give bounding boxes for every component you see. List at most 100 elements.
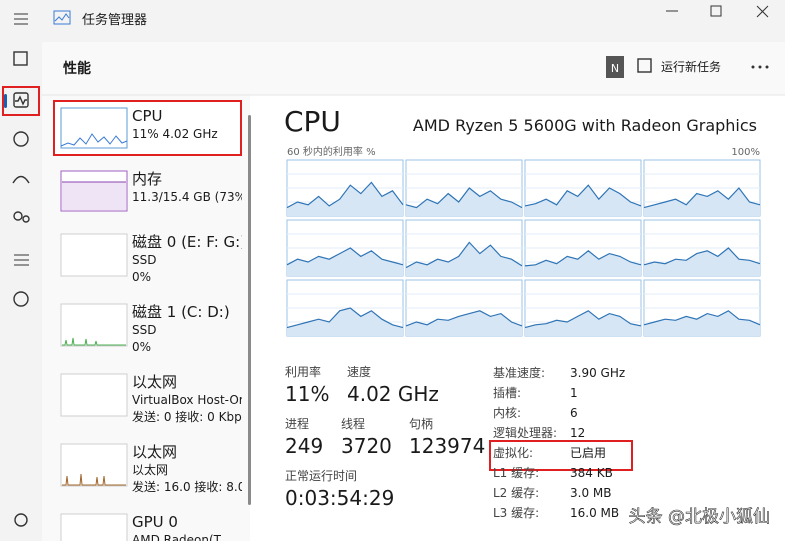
item-name: GPU 0: [132, 513, 178, 531]
graph-area: [406, 188, 522, 216]
item-detail: 11% 4.02 GHz: [132, 127, 218, 141]
stats: 利用率 11% 速度 4.02 GHz 进程 249 线程 3720 句柄 123974 正常运行时…: [285, 364, 485, 510]
active-indicator: [4, 94, 7, 108]
stat-label: 速度: [347, 364, 371, 379]
run-task-icon[interactable]: [637, 58, 652, 73]
section-title: 性能: [63, 60, 91, 77]
item-name: 以太网: [132, 373, 177, 391]
spec-label: L3 缓存:: [493, 506, 539, 520]
services-icon[interactable]: [13, 291, 29, 307]
run-task-button[interactable]: 运行新任务: [661, 59, 721, 74]
disk0-thumb: [60, 233, 128, 277]
sidebar: CPU 11% 4.02 GHz 内存 11.3/15.4 GB (73%) 磁盘 0 …: [132, 107, 251, 541]
app-icon: [53, 10, 71, 25]
item-name: 以太网: [132, 443, 177, 461]
item-name: 内存: [132, 170, 162, 188]
spec-label: 虚拟化:: [493, 446, 533, 460]
graph-max-label: 100%: [731, 147, 760, 158]
spec-value: 已启用: [570, 446, 606, 460]
stat-label: 线程: [341, 416, 365, 431]
stat-value: 0:03:54:29: [285, 486, 394, 510]
graph-area: [287, 182, 403, 216]
spec-label: 内核:: [493, 406, 521, 420]
cpu-thumb: [60, 107, 128, 149]
graph-area: [287, 308, 403, 336]
graph-line: [405, 241, 523, 269]
graph-line: [286, 181, 404, 209]
item-detail: 0%: [132, 340, 151, 354]
spec-label: L2 缓存:: [493, 486, 539, 500]
stat-label: 利用率: [285, 364, 321, 379]
item-name: 磁盘 0 (E: F: G:): [132, 233, 246, 251]
user-initial: N: [611, 62, 619, 75]
stat-value: 4.02 GHz: [347, 382, 439, 406]
graph-line: [643, 187, 761, 209]
scrollbar[interactable]: [248, 115, 251, 505]
graph-area: [406, 242, 522, 276]
disk1-thumb: [60, 303, 128, 347]
graph-area: [644, 310, 760, 336]
spec-label: 基准速度:: [493, 365, 545, 380]
item-detail: VirtualBox Host-Or: [132, 393, 244, 407]
item-detail: 0%: [132, 270, 151, 284]
user-badge: [606, 56, 624, 78]
settings-icon[interactable]: [14, 513, 28, 527]
cpu-heading: CPU: [284, 105, 341, 138]
stat-label: 句柄: [409, 417, 433, 431]
rail-icons: [2, 51, 40, 527]
spec-value: 384 KB: [570, 466, 613, 480]
graph-area: [644, 188, 760, 216]
menu-button[interactable]: [14, 13, 28, 25]
spec-label: 插槽:: [493, 386, 521, 400]
spec-value: 3.0 MB: [570, 486, 611, 500]
item-detail: AMD Radeon(T...: [132, 533, 231, 541]
graph-area: [406, 310, 522, 336]
watermark: 头条 @北极小狐仙: [629, 507, 770, 527]
spec-label: 逻辑处理器:: [493, 426, 557, 440]
item-name: 磁盘 1 (C: D:): [132, 303, 230, 321]
maximize[interactable]: [710, 5, 722, 17]
spec-label: L1 缓存:: [493, 466, 539, 480]
item-detail: SSD: [132, 253, 156, 267]
memory-thumb-fill: [62, 182, 126, 210]
spec-value: 3.90 GHz: [570, 366, 625, 380]
startup-icon[interactable]: [12, 175, 30, 184]
disk1-thumb-line: [62, 337, 126, 346]
stat-value: 11%: [285, 382, 329, 406]
graph-line: [524, 184, 642, 207]
stat-label: 正常运行时间: [285, 469, 357, 483]
graph-line: [524, 310, 642, 329]
stat-value: 3720: [341, 434, 392, 458]
more-button[interactable]: [751, 65, 769, 69]
graph-line: [643, 310, 761, 326]
item-detail: 发送: 16.0 接收: 8.0: [132, 479, 245, 494]
processes-icon[interactable]: [13, 51, 28, 66]
highlight-box: [489, 440, 633, 471]
item-detail: 以太网: [132, 462, 168, 477]
window-title: 任务管理器: [82, 12, 147, 28]
item-detail: 发送: 0 接收: 0 Kbp: [132, 409, 242, 424]
details-icon[interactable]: [14, 254, 29, 266]
graph-area: [525, 250, 641, 276]
item-name: CPU: [132, 107, 163, 125]
graph-line: [286, 307, 404, 329]
stat-value: 123974: [409, 434, 485, 458]
graph-area: [525, 185, 641, 216]
history-icon[interactable]: [13, 131, 29, 147]
eth0-thumb: [60, 373, 128, 417]
highlight-box: [2, 86, 40, 116]
users-icon[interactable]: [13, 211, 30, 223]
graph-area: [644, 248, 760, 276]
graph-label: 60 秒内的利用率 %: [287, 145, 376, 158]
graph-line: [643, 247, 761, 266]
graph-line: [524, 250, 642, 267]
spec-value: 1: [570, 386, 578, 400]
item-detail: 11.3/15.4 GB (73%): [132, 190, 251, 204]
graph-area: [287, 248, 403, 276]
spec-value: 12: [570, 426, 585, 440]
performance-icon[interactable]: [13, 92, 29, 108]
close[interactable]: [756, 5, 769, 18]
eth1-thumb-line: [62, 473, 126, 486]
graph-line: [286, 247, 404, 266]
